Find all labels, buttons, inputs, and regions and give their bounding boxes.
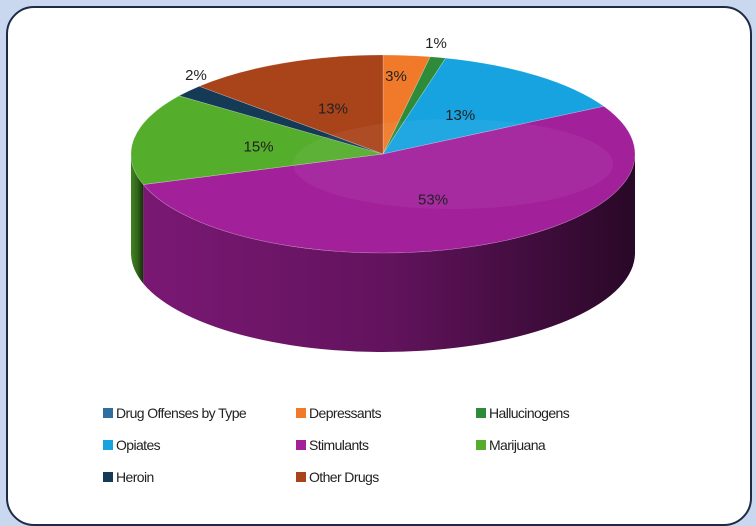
pie-chart: 3% 1% 13% 53% 15% 2% 13% [130, 35, 636, 353]
pie-side-marijuana [131, 154, 144, 284]
legend-label: Hallucinogens [489, 405, 570, 421]
legend-swatch [296, 472, 306, 482]
legend-swatch [296, 408, 306, 418]
legend-label: Heroin [116, 469, 154, 485]
legend-label: Drug Offenses by Type [116, 405, 247, 421]
data-label-depressants: 3% [385, 68, 407, 85]
data-label-heroin: 2% [185, 67, 207, 84]
pie-slice-hallucinogens [382, 56, 447, 155]
legend-swatch [476, 408, 486, 418]
legend-item-opiates: Opiates [103, 437, 296, 453]
legend-item-stimulants: Stimulants [296, 437, 476, 453]
data-label-other-drugs: 13% [318, 101, 348, 118]
pie-slice-heroin [178, 85, 384, 155]
legend-label: Other Drugs [309, 469, 379, 485]
data-label-marijuana: 15% [244, 138, 274, 155]
legend-item-other-drugs: Other Drugs [296, 469, 476, 485]
data-label-hallucinogens: 1% [425, 35, 447, 52]
legend-item-heroin: Heroin [103, 469, 296, 485]
legend-label: Marijuana [489, 437, 546, 453]
pie-slice-opiates [382, 57, 605, 155]
legend-swatch [476, 440, 486, 450]
pie-side-stimulants [143, 154, 636, 353]
pie-slice-other-drugs [198, 54, 384, 155]
legend-label: Opiates [116, 437, 161, 453]
legend-item-hallucinogens: Hallucinogens [476, 405, 643, 421]
legend-swatch [296, 440, 306, 450]
pie-highlight [293, 119, 613, 209]
legend: Drug Offenses by Type Depressants Halluc… [103, 405, 643, 485]
legend-label: Stimulants [309, 437, 369, 453]
pie-slice-marijuana [130, 95, 384, 185]
pie-slice-stimulants [142, 105, 636, 254]
data-label-opiates: 13% [445, 107, 475, 124]
data-label-stimulants: 53% [418, 191, 448, 208]
legend-item-header: Drug Offenses by Type [103, 405, 296, 421]
legend-swatch [103, 472, 113, 482]
pie-slice-depressants [382, 54, 431, 155]
legend-swatch [103, 408, 113, 418]
legend-swatch [103, 440, 113, 450]
legend-item-depressants: Depressants [296, 405, 476, 421]
legend-label: Depressants [309, 405, 382, 421]
legend-item-marijuana: Marijuana [476, 437, 643, 453]
